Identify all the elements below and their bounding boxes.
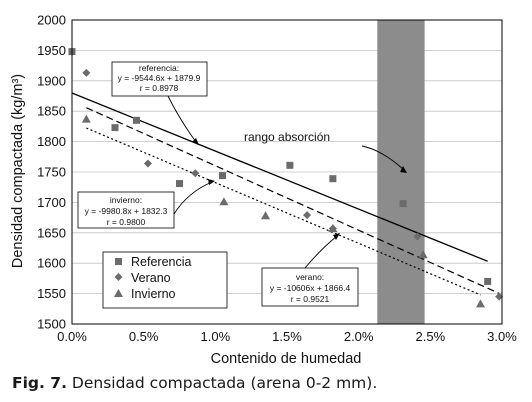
absorption-arrow xyxy=(361,145,405,171)
referencia-label: referencia: xyxy=(139,63,179,73)
referencia-r: r = 0.8978 xyxy=(140,83,179,93)
data-point-invierno xyxy=(81,114,91,123)
invierno-r: r = 0.9800 xyxy=(107,217,146,227)
x-tick-label: 0.0% xyxy=(57,329,87,344)
trendline-verano xyxy=(86,107,500,294)
figure-caption: Fig. 7. Densidad compactada (arena 0-2 m… xyxy=(12,374,377,392)
data-point-referencia xyxy=(111,124,119,132)
absorption-range-label: rango absorción xyxy=(244,130,330,144)
data-point-invierno xyxy=(219,197,229,206)
x-tick-label: 2.5% xyxy=(416,329,446,344)
y-tick-label: 1950 xyxy=(37,43,66,58)
y-tick-label: 1550 xyxy=(37,286,66,301)
y-tick-label: 2000 xyxy=(37,13,66,28)
referencia-arrow xyxy=(167,95,197,143)
data-point-verano xyxy=(413,232,422,241)
arrow-heads xyxy=(192,138,407,240)
tick-labels: 1500 1550 1600 1650 1700 1750 1800 1850 1900 1950… xyxy=(37,13,517,345)
legend-label-verano: Verano xyxy=(131,271,171,285)
y-tick-label: 1650 xyxy=(37,225,66,240)
data-point-invierno xyxy=(418,250,428,259)
legend-marker-verano xyxy=(114,273,123,281)
verano-r: r = 0.9521 xyxy=(291,294,330,304)
data-point-referencia xyxy=(329,175,337,183)
referencia-equation: y = -9544.6x + 1879.9 xyxy=(118,73,201,83)
legend-marker-invierno xyxy=(114,289,123,297)
legend-marker-referencia xyxy=(115,258,122,265)
legend: Referencia Verano Invierno xyxy=(102,251,228,309)
verano-arrow-head xyxy=(333,233,340,240)
data-point-referencia xyxy=(399,200,407,208)
data-point-referencia xyxy=(176,180,183,188)
x-tick-label: 1.5% xyxy=(272,329,302,344)
data-point-referencia xyxy=(286,161,294,169)
x-axis-title: Contenido de humedad xyxy=(211,351,362,367)
data-point-verano xyxy=(495,292,504,301)
y-tick-label: 1750 xyxy=(37,165,66,180)
referencia-arrow-head xyxy=(192,138,199,145)
figure-number: Fig. 7. xyxy=(12,374,67,392)
y-tick-label: 1850 xyxy=(37,104,66,119)
invierno-label: invierno: xyxy=(110,195,142,205)
data-point-invierno xyxy=(261,211,270,220)
y-tick-label: 1600 xyxy=(37,256,66,271)
figure-caption-text: Densidad compactada (arena 0-2 mm). xyxy=(66,374,378,392)
data-point-invierno xyxy=(328,224,338,233)
data-point-verano xyxy=(143,159,152,168)
invierno-arrow-head xyxy=(208,179,215,185)
verano-label: verano: xyxy=(296,272,324,282)
legend-label-invierno: Invierno xyxy=(131,287,176,301)
data-point-verano xyxy=(82,68,91,77)
data-point-referencia xyxy=(219,172,226,180)
absorption-arrow-head xyxy=(400,166,407,173)
y-tick-label: 1700 xyxy=(37,195,66,210)
data-point-invierno xyxy=(476,299,485,308)
y-tick-label: 1500 xyxy=(37,317,66,332)
y-tick-label: 1800 xyxy=(37,134,66,149)
legend-box xyxy=(102,251,228,309)
x-tick-label: 2.0% xyxy=(344,329,374,344)
y-axis-title: Densidad compactada (kg/m³) xyxy=(10,74,26,268)
data-point-verano xyxy=(303,211,312,220)
x-tick-label: 1.0% xyxy=(201,329,231,344)
annotation-arrows xyxy=(167,95,405,269)
data-point-referencia xyxy=(133,116,140,124)
x-tick-label: 0.5% xyxy=(129,329,159,344)
data-points xyxy=(68,48,504,308)
invierno-arrow xyxy=(173,181,213,215)
data-point-verano xyxy=(191,169,200,178)
invierno-equation-box: invierno: y = -9980.8x + 1832.3 r = 0.98… xyxy=(77,191,175,229)
invierno-equation: y = -9980.8x + 1832.3 xyxy=(85,206,168,216)
trendlines xyxy=(71,92,500,296)
trendline-referencia xyxy=(71,92,488,262)
y-tick-label: 1900 xyxy=(37,73,66,88)
trendline-invierno xyxy=(86,127,481,296)
referencia-equation-box: referencia: y = -9544.6x + 1879.9 r = 0.… xyxy=(111,61,208,97)
legend-label-referencia: Referencia xyxy=(131,255,191,269)
verano-equation: y = -10606x + 1866.4 xyxy=(270,283,351,293)
verano-equation-box: verano: y = -10606x + 1866.4 r = 0.9521 xyxy=(261,267,359,307)
verano-arrow xyxy=(304,235,338,269)
plot-area xyxy=(71,19,503,325)
x-tick-label: 3.0% xyxy=(487,329,517,344)
data-point-referencia xyxy=(484,277,492,285)
chart: 1500 1550 1600 1650 1700 1750 1800 1850 1900 1950… xyxy=(10,13,517,368)
